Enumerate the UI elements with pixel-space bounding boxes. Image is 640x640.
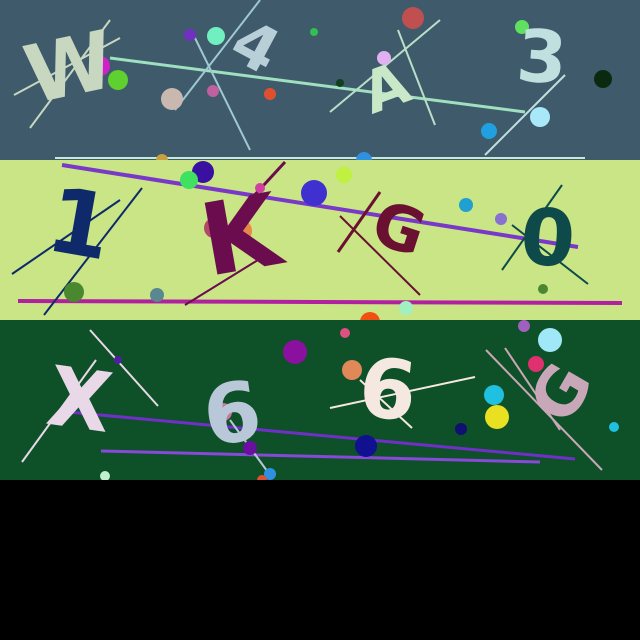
- captcha-char: 3: [514, 13, 570, 100]
- captcha-char: 6: [354, 340, 421, 440]
- captcha-char: 6: [197, 363, 267, 465]
- captcha-strip-2: 1 K G 0: [0, 160, 640, 320]
- captcha-strip-2-canvas: 1 K G 0: [0, 160, 640, 320]
- captcha-strip-1-canvas: W 4 A 3: [0, 0, 640, 160]
- captcha-strip-3-canvas: X 6 6 G: [0, 320, 640, 480]
- captcha-strip-1: W 4 A 3: [0, 0, 640, 160]
- captcha-char: X: [42, 349, 118, 452]
- captcha-char: W: [17, 13, 123, 122]
- captcha-char: 0: [518, 192, 578, 286]
- captcha-strip-3: X 6 6 G: [0, 320, 640, 480]
- empty-black-area: [0, 480, 640, 640]
